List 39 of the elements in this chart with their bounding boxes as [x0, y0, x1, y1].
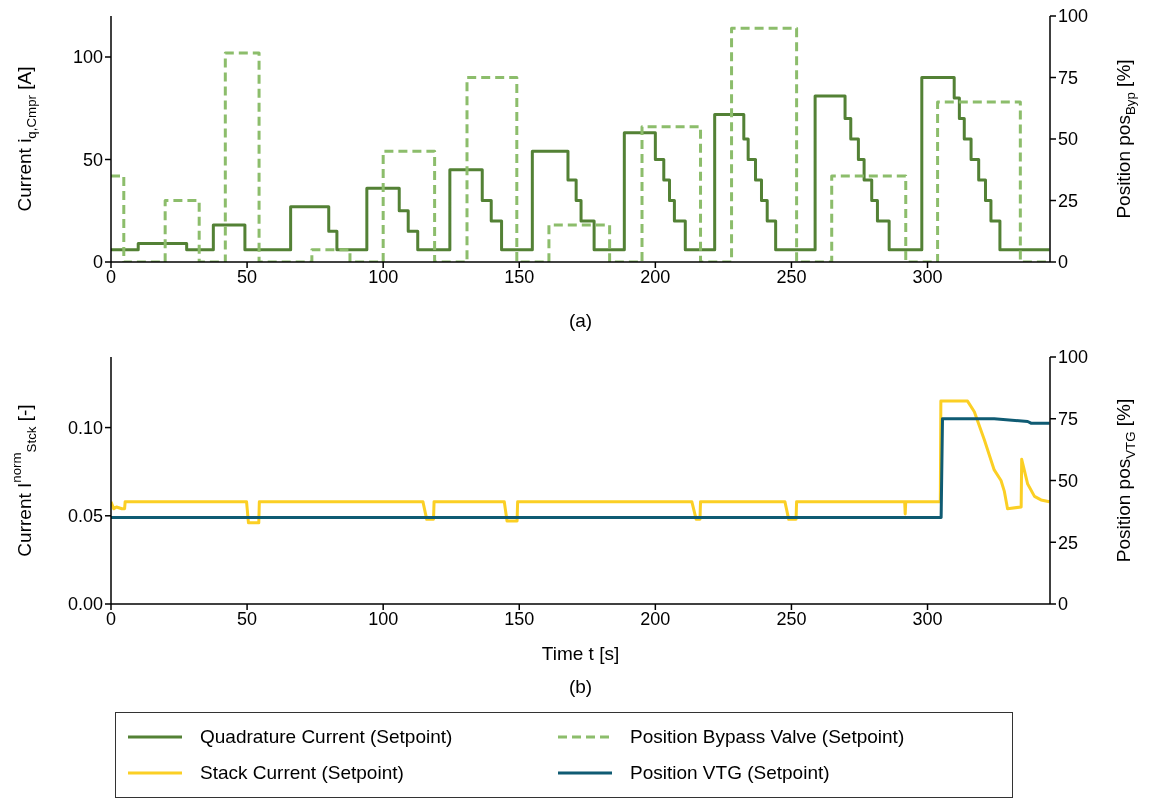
y2-tick-label: 0 — [1058, 594, 1069, 615]
text: (b) — [567, 676, 594, 698]
x-tick-label: 300 — [912, 266, 943, 287]
x-tick-label: 0 — [105, 608, 117, 629]
x-tick-label: 50 — [237, 608, 258, 629]
x-tick-label: 250 — [776, 266, 807, 287]
text: (a) — [567, 310, 594, 332]
y2-tick-label: 75 — [1058, 409, 1079, 430]
y2-tick-label: 100 — [1058, 347, 1089, 368]
legend-label: Quadrature Current (Setpoint) — [200, 726, 453, 748]
y-tick-label: 100 — [72, 47, 103, 68]
x-tick-label: 150 — [504, 608, 535, 629]
legend-label: Position VTG (Setpoint) — [630, 762, 830, 784]
y2-tick-label: 50 — [1058, 129, 1079, 150]
x-tick-label: 150 — [504, 266, 535, 287]
x-tick-label: 250 — [776, 608, 807, 629]
x-tick-label: 100 — [368, 608, 399, 629]
x-tick-label: 300 — [912, 608, 943, 629]
y-tick-label: 50 — [82, 149, 103, 170]
x-tick-label: 200 — [640, 266, 671, 287]
x-tick-label: 200 — [640, 608, 671, 629]
y2-tick-label: 25 — [1058, 532, 1079, 553]
line-series — [111, 417, 1050, 520]
x-tick-label: 50 — [237, 266, 258, 287]
y2-tick-label: 75 — [1058, 67, 1079, 88]
y2-tick-label: 50 — [1058, 470, 1079, 491]
y-tick-label: 0.05 — [67, 506, 103, 527]
y-tick-label: 0.10 — [67, 417, 103, 438]
y2-tick-label: 25 — [1058, 190, 1079, 211]
y2-tick-label: 0 — [1058, 252, 1069, 273]
line-series — [111, 399, 1050, 525]
y-tick-label: 0 — [92, 252, 103, 273]
y2-tick-label: 100 — [1058, 6, 1089, 27]
legend-label: Stack Current (Setpoint) — [200, 762, 404, 784]
x-tick-label: 100 — [368, 266, 399, 287]
x-tick-label: 0 — [105, 266, 117, 287]
y-tick-label: 0.00 — [67, 594, 103, 615]
legend-label: Position Bypass Valve (Setpoint) — [630, 726, 905, 748]
x-axis-title: Time t [s] — [541, 643, 620, 664]
